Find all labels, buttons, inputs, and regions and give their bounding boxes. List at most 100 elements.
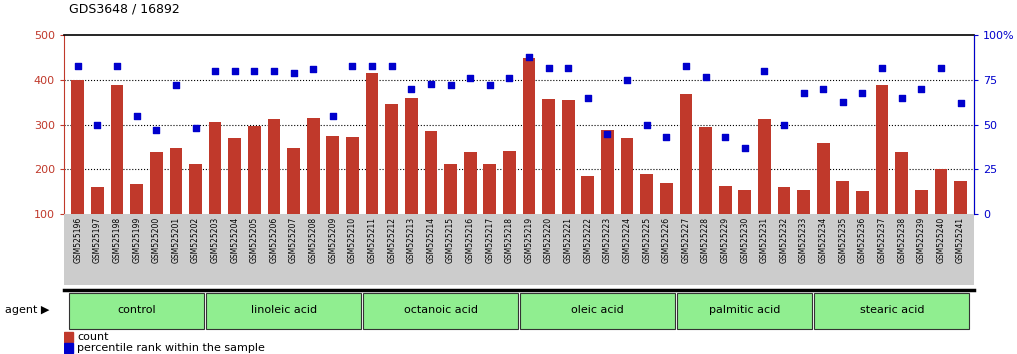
Point <box>815 86 831 92</box>
Point <box>619 77 636 83</box>
Point <box>835 99 851 104</box>
Bar <box>895 153 908 259</box>
Point <box>717 135 733 140</box>
Bar <box>561 100 575 259</box>
Bar <box>229 138 241 259</box>
Bar <box>954 181 967 259</box>
Point <box>933 65 949 70</box>
Bar <box>444 164 457 259</box>
Point <box>286 70 302 76</box>
Bar <box>660 183 672 259</box>
Text: GSM525216: GSM525216 <box>466 217 475 263</box>
Text: GSM525218: GSM525218 <box>504 217 514 263</box>
Point <box>854 90 871 96</box>
Bar <box>758 119 771 259</box>
Text: GSM525209: GSM525209 <box>328 217 338 263</box>
Bar <box>582 176 594 259</box>
Point <box>795 90 812 96</box>
Bar <box>542 99 555 259</box>
Bar <box>92 187 104 259</box>
Point <box>580 95 596 101</box>
Bar <box>836 181 849 259</box>
Bar <box>149 153 163 259</box>
Bar <box>206 293 361 329</box>
Bar <box>523 58 535 259</box>
Text: GSM525232: GSM525232 <box>779 217 788 263</box>
Point <box>599 131 615 137</box>
Point <box>227 68 243 74</box>
Text: GSM525196: GSM525196 <box>73 217 82 263</box>
Text: GSM525197: GSM525197 <box>93 217 102 263</box>
Text: percentile rank within the sample: percentile rank within the sample <box>77 343 265 353</box>
Bar <box>170 148 182 259</box>
Bar <box>677 293 813 329</box>
Bar <box>483 164 496 259</box>
Bar <box>267 119 281 259</box>
Text: GSM525202: GSM525202 <box>191 217 200 263</box>
Text: GSM525233: GSM525233 <box>799 217 809 263</box>
Point <box>187 126 203 131</box>
Bar <box>778 187 790 259</box>
Text: GSM525225: GSM525225 <box>642 217 651 263</box>
Text: GSM525240: GSM525240 <box>937 217 946 263</box>
Text: GDS3648 / 16892: GDS3648 / 16892 <box>69 3 180 16</box>
Text: GSM525206: GSM525206 <box>270 217 279 263</box>
Bar <box>679 95 693 259</box>
Point <box>345 63 361 69</box>
Text: GSM525238: GSM525238 <box>897 217 906 263</box>
Bar <box>248 126 260 259</box>
Bar <box>363 293 519 329</box>
Point <box>423 81 439 86</box>
Point <box>540 65 556 70</box>
Bar <box>64 332 73 342</box>
Text: GSM525229: GSM525229 <box>721 217 729 263</box>
Text: GSM525231: GSM525231 <box>760 217 769 263</box>
Point <box>560 65 577 70</box>
Bar <box>817 143 830 259</box>
Text: GSM525241: GSM525241 <box>956 217 965 263</box>
Bar <box>307 118 319 259</box>
Text: GSM525234: GSM525234 <box>819 217 828 263</box>
Point <box>246 68 262 74</box>
Text: GSM525210: GSM525210 <box>348 217 357 263</box>
Point <box>658 135 674 140</box>
Point <box>442 82 459 88</box>
Text: GSM525227: GSM525227 <box>681 217 691 263</box>
Point <box>521 54 537 60</box>
Text: stearic acid: stearic acid <box>859 305 924 315</box>
Bar <box>797 190 810 259</box>
Text: GSM525224: GSM525224 <box>622 217 632 263</box>
Text: GSM525208: GSM525208 <box>309 217 317 263</box>
Text: GSM525207: GSM525207 <box>289 217 298 263</box>
Text: agent ▶: agent ▶ <box>5 305 50 315</box>
Point <box>698 74 714 79</box>
Point <box>482 82 498 88</box>
Point <box>913 86 930 92</box>
Text: GSM525219: GSM525219 <box>525 217 534 263</box>
Bar <box>326 136 340 259</box>
Text: control: control <box>117 305 156 315</box>
Text: GSM525222: GSM525222 <box>584 217 592 263</box>
Point <box>364 63 380 69</box>
Point <box>874 65 890 70</box>
Text: GSM525213: GSM525213 <box>407 217 416 263</box>
Point <box>952 101 968 106</box>
Text: GSM525237: GSM525237 <box>878 217 887 263</box>
Point <box>757 68 773 74</box>
Bar <box>620 138 634 259</box>
Text: GSM525212: GSM525212 <box>387 217 397 263</box>
Bar <box>405 98 418 259</box>
Bar <box>71 80 84 259</box>
Text: GSM525239: GSM525239 <box>916 217 925 263</box>
Text: count: count <box>77 332 109 342</box>
Text: palmitic acid: palmitic acid <box>709 305 780 315</box>
Point <box>265 68 282 74</box>
Text: GSM525220: GSM525220 <box>544 217 553 263</box>
Bar <box>64 343 73 353</box>
Bar <box>856 191 869 259</box>
Text: oleic acid: oleic acid <box>572 305 624 315</box>
Bar <box>641 174 653 259</box>
Text: GSM525203: GSM525203 <box>211 217 220 263</box>
Text: GSM525199: GSM525199 <box>132 217 141 263</box>
Bar <box>719 187 731 259</box>
